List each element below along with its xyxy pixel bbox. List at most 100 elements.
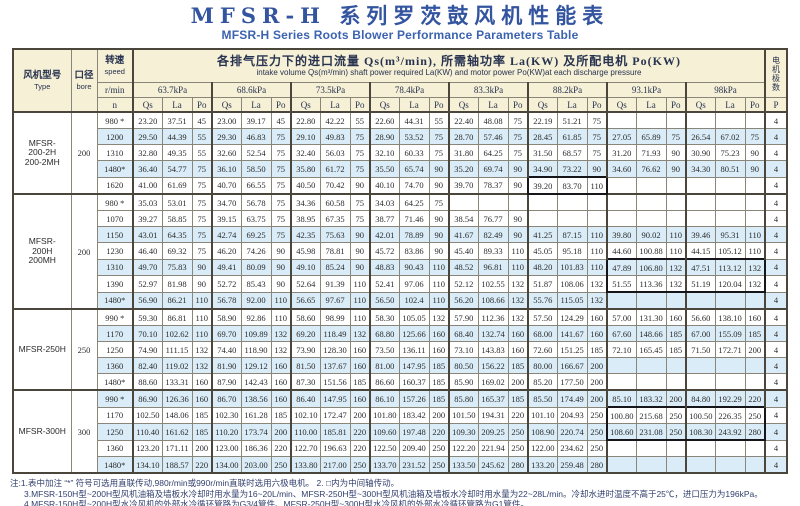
value-cell: 39.80 — [606, 226, 637, 243]
value-cell: 90.02 — [635, 226, 667, 243]
value-cell: 160 — [586, 308, 608, 326]
value-cell: 90 — [507, 160, 529, 178]
value-cell: 90 — [349, 242, 371, 260]
subcol-header-la: La — [556, 97, 588, 113]
value-cell: 23.20 — [132, 111, 163, 129]
value-cell — [448, 193, 479, 211]
value-cell: 128.30 — [319, 341, 351, 358]
value-cell: 186.36 — [240, 439, 272, 457]
value-cell: 51.55 — [606, 275, 637, 293]
value-cell: 65.89 — [635, 128, 667, 145]
value-cell — [714, 193, 746, 211]
value-cell: 78.37 — [477, 176, 509, 195]
value-cell: 90 — [744, 144, 766, 161]
value-cell: 132 — [507, 308, 529, 326]
value-cell: 39.15 — [211, 210, 242, 227]
value-cell: 41.67 — [448, 226, 479, 243]
subcol-header-po: Po — [665, 97, 687, 113]
value-cell: 64.25 — [398, 193, 430, 211]
subcol-header-po: Po — [507, 97, 529, 113]
value-cell: 177.50 — [556, 373, 588, 391]
value-cell: 45.40 — [448, 242, 479, 260]
value-cell: 37.51 — [161, 111, 193, 129]
value-cell — [744, 111, 766, 129]
value-cell: 160 — [349, 389, 371, 408]
value-cell — [665, 357, 687, 374]
value-cell: 131.30 — [635, 308, 667, 326]
value-cell: 56.60 — [685, 308, 716, 326]
value-cell: 45.72 — [369, 242, 400, 260]
value-cell: 75 — [191, 176, 213, 195]
value-cell — [744, 357, 766, 374]
value-cell: 108.06 — [556, 275, 588, 293]
value-cell: 53.52 — [398, 128, 430, 145]
value-cell: 87.30 — [290, 373, 321, 391]
value-cell: 75 — [586, 144, 608, 161]
value-cell: 102.4 — [398, 291, 430, 310]
speed-value: 1250 — [96, 341, 134, 358]
poles-value: 4 — [764, 389, 788, 408]
value-cell: 60.33 — [398, 144, 430, 161]
value-cell: 74.26 — [240, 242, 272, 260]
value-cell: 81.90 — [211, 357, 242, 374]
value-cell: 243.92 — [714, 423, 746, 441]
value-cell: 200 — [428, 406, 450, 424]
value-cell: 185 — [507, 389, 529, 408]
value-cell: 137.67 — [319, 357, 351, 374]
value-cell: 60.58 — [319, 193, 351, 211]
value-cell: 90 — [507, 226, 529, 243]
value-cell: 90 — [507, 176, 529, 195]
value-cell: 161.28 — [240, 406, 272, 424]
value-cell — [606, 111, 637, 129]
bore-value: 250 — [70, 308, 98, 391]
value-cell — [665, 456, 687, 474]
value-cell: 226.35 — [714, 406, 746, 424]
value-cell: 71.46 — [398, 210, 430, 227]
col-header-bore-zh: 口径 — [74, 70, 94, 81]
value-cell: 250 — [665, 423, 687, 441]
value-cell: 141.67 — [556, 325, 588, 342]
value-cell: 122.20 — [448, 439, 479, 457]
value-cell — [665, 373, 687, 391]
value-cell: 90 — [507, 210, 529, 227]
value-cell — [744, 439, 766, 457]
value-cell: 125.66 — [398, 325, 430, 342]
value-cell: 101.50 — [448, 406, 479, 424]
value-cell: 90 — [428, 210, 450, 227]
table-row: 1360 123.20 171.11 200 123.00 186.36 220 122.70… — [13, 439, 788, 457]
value-cell — [714, 291, 746, 310]
value-cell: 61.85 — [556, 128, 588, 145]
value-cell: 75 — [665, 128, 687, 145]
value-cell: 134.00 — [211, 456, 242, 474]
poles-value: 4 — [764, 242, 788, 260]
value-cell: 57.00 — [606, 308, 637, 326]
value-cell: 42.01 — [369, 226, 400, 243]
subcol-header-la: La — [161, 97, 193, 113]
value-cell: 102.50 — [132, 406, 163, 424]
value-cell: 110 — [191, 308, 213, 326]
value-cell: 110 — [586, 176, 608, 195]
poles-value: 4 — [764, 439, 788, 457]
value-cell — [606, 193, 637, 211]
poles-value: 4 — [764, 128, 788, 145]
value-cell: 47.51 — [685, 258, 716, 276]
value-cell: 132 — [270, 325, 292, 342]
value-cell: 67.60 — [606, 325, 637, 342]
value-cell: 185 — [191, 406, 213, 424]
poles-value: 4 — [764, 423, 788, 441]
value-cell: 75 — [270, 176, 292, 195]
value-cell: 90 — [191, 258, 213, 276]
value-cell: 250 — [586, 406, 608, 424]
value-cell — [744, 176, 766, 195]
value-cell — [714, 111, 746, 129]
value-cell: 49.35 — [161, 144, 193, 161]
value-cell: 69.74 — [477, 160, 509, 178]
value-cell: 32.60 — [211, 144, 242, 161]
value-cell: 132 — [586, 275, 608, 293]
value-cell: 58.60 — [290, 308, 321, 326]
value-cell: 110.00 — [290, 423, 321, 441]
table-row: 1480* 88.60 133.31 160 87.90 142.43 160 87.30 15… — [13, 373, 788, 391]
value-cell — [685, 176, 716, 195]
col-header-bore: 口径 bore — [70, 48, 98, 113]
value-cell: 280 — [586, 456, 608, 474]
